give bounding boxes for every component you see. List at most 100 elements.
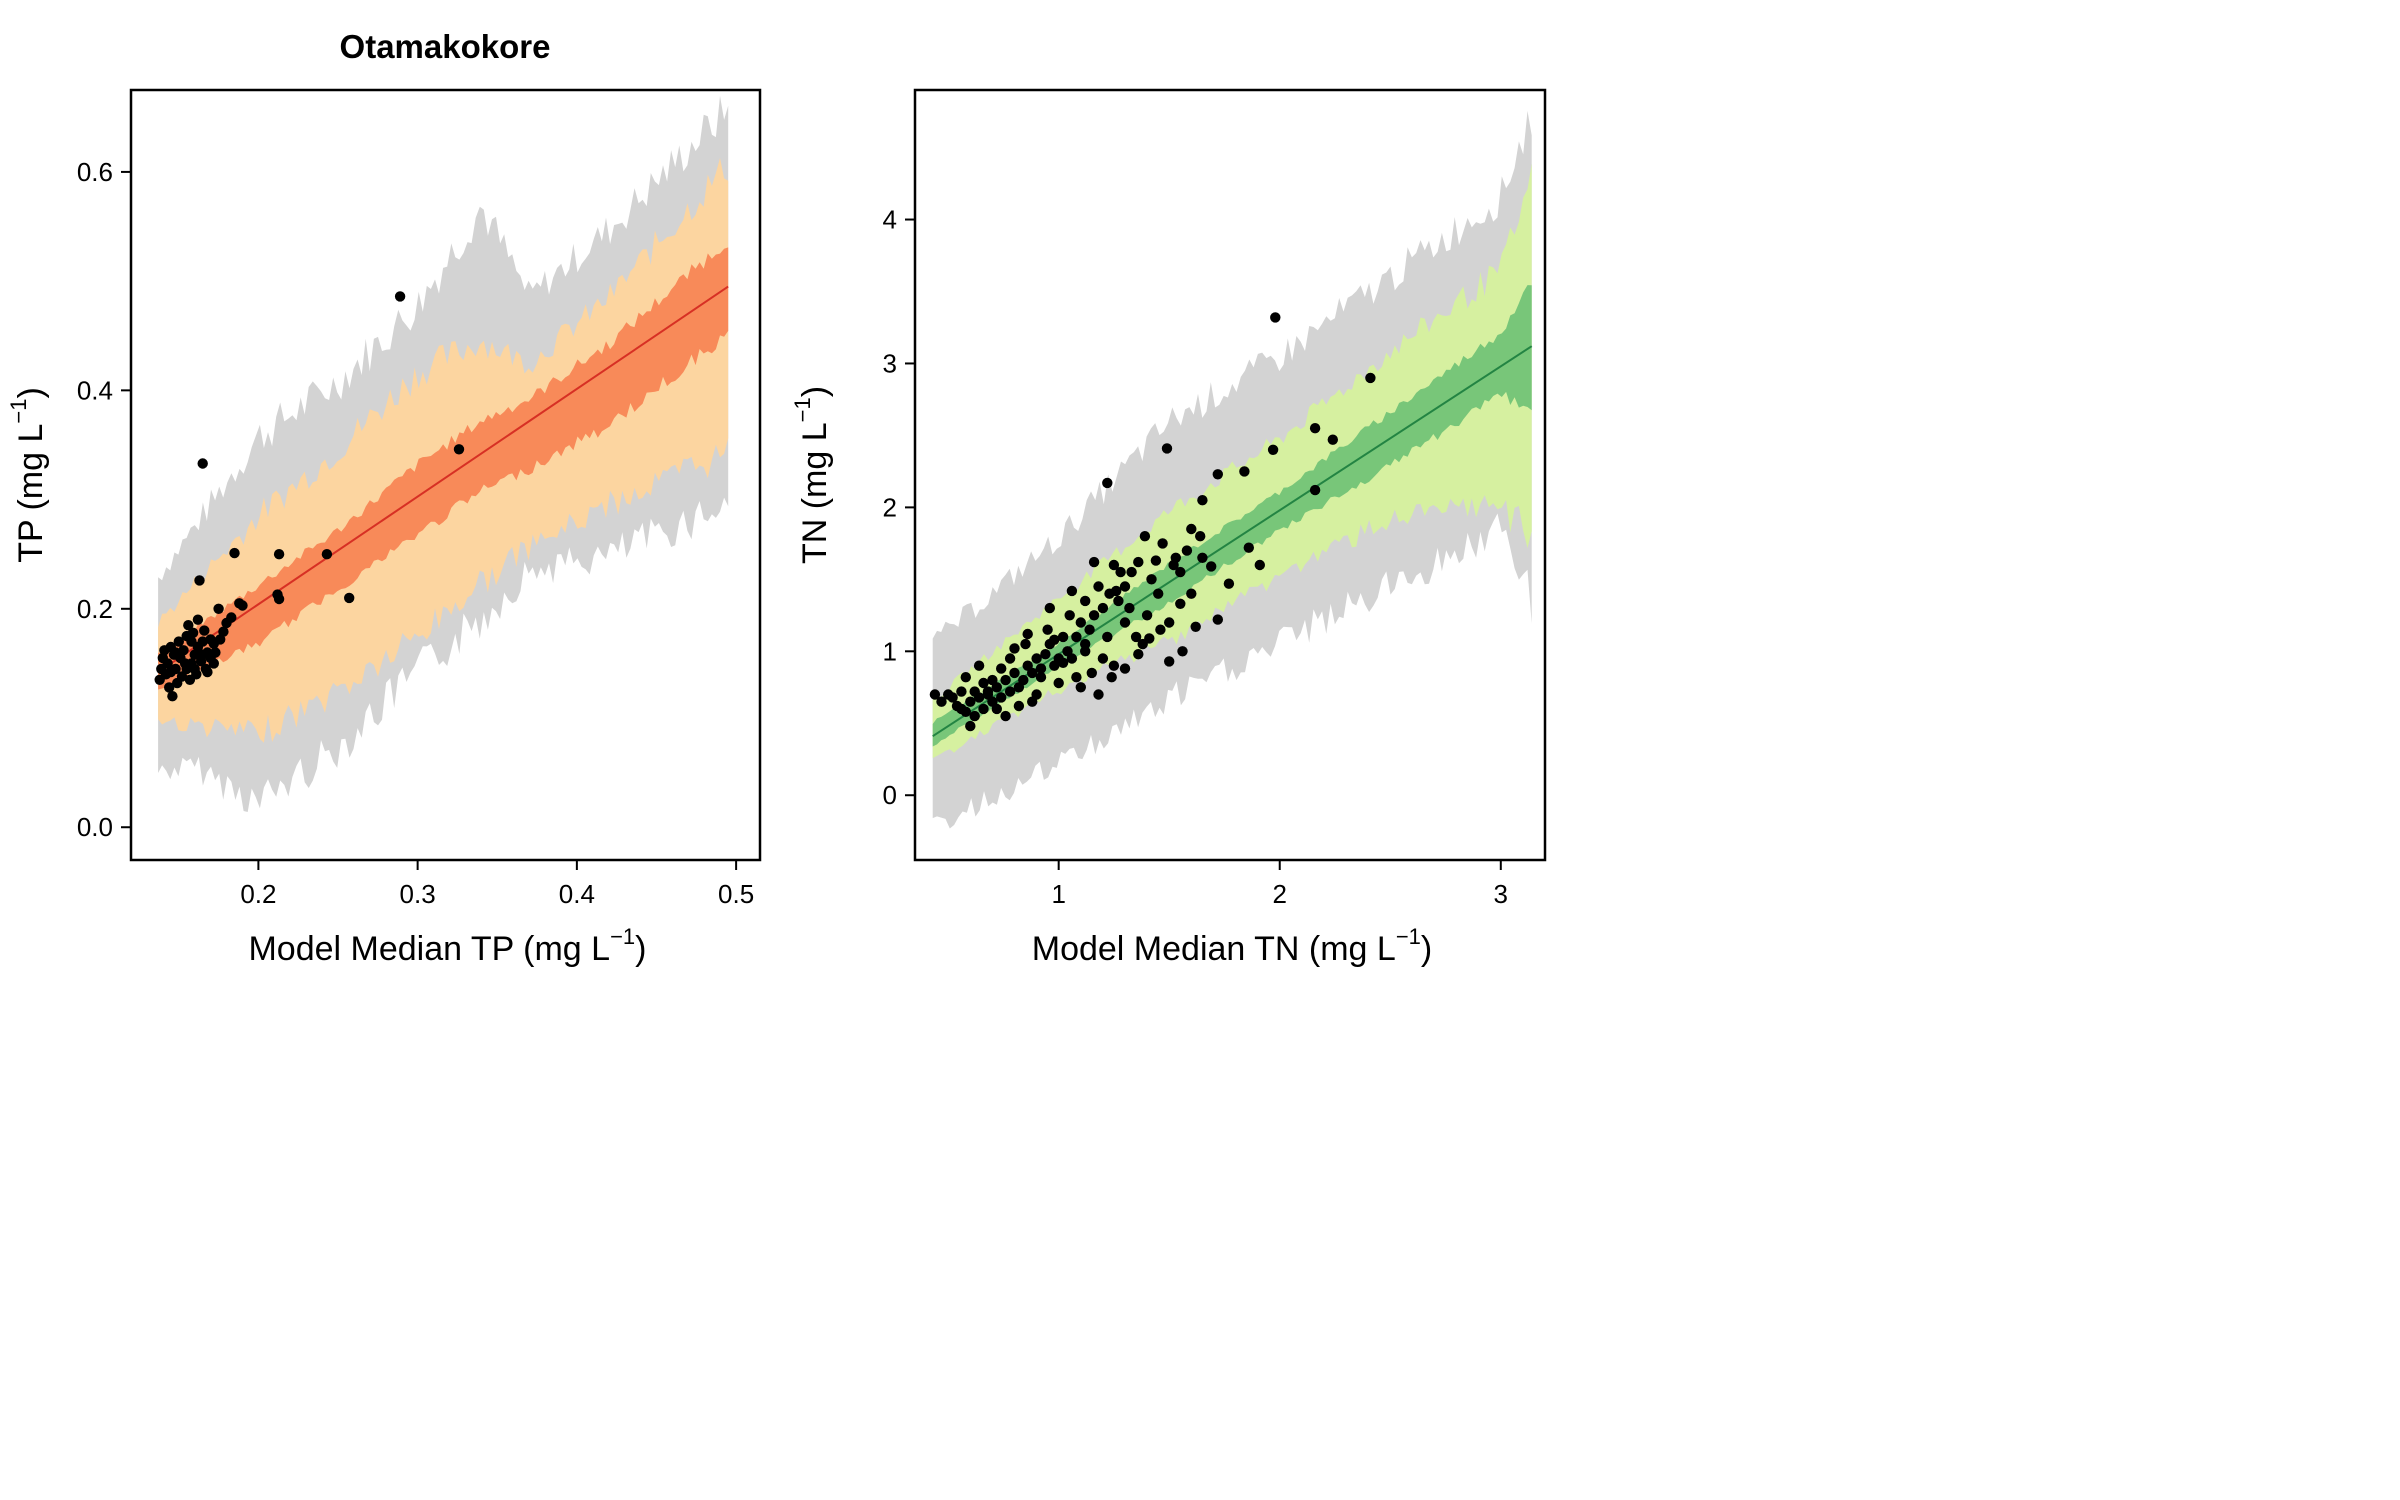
tp-data-point: [213, 603, 224, 614]
chart-title: Otamakokore: [340, 28, 551, 65]
tn-data-point: [1137, 638, 1148, 650]
tp-data-point: [189, 663, 200, 675]
tn-data-point: [1057, 631, 1069, 643]
tn-data-point: [1195, 531, 1206, 542]
tn-data-point: [1157, 538, 1168, 549]
tn-data-point: [956, 686, 967, 697]
tn-data-point: [951, 700, 963, 712]
tn-data-point: [1086, 667, 1098, 679]
tp-data-point: [234, 598, 245, 609]
tn-data-point: [1126, 566, 1137, 578]
tp-x-tick-label: 0.3: [400, 879, 436, 909]
tn-data-point: [1155, 624, 1166, 635]
tp-data-point: [208, 658, 219, 669]
tn-data-point: [1035, 672, 1047, 683]
tn-y-tick-label: 1: [883, 636, 897, 666]
tn-data-point: [1057, 657, 1069, 668]
tn-data-point: [1035, 663, 1047, 674]
tn-data-point: [1186, 523, 1197, 535]
tp-data-point: [394, 291, 406, 302]
tp-data-point: [229, 547, 240, 559]
tn-data-point: [965, 696, 976, 707]
tn-data-point: [1062, 646, 1073, 657]
tn-data-point: [1267, 444, 1279, 455]
tn-y-tick-label: 3: [883, 348, 897, 378]
tp-y-tick-label: 0.6: [77, 157, 113, 187]
tp-data-point: [344, 592, 355, 604]
tn-data-point: [1327, 434, 1339, 445]
tn-data-point: [1040, 649, 1051, 660]
tn-data-point: [1064, 610, 1075, 621]
tn-data-point: [1309, 484, 1321, 496]
tp-data-point: [192, 614, 204, 625]
tn-data-point: [996, 692, 1007, 703]
tn-data-point: [1124, 602, 1135, 614]
tp-data-point: [167, 691, 178, 702]
tn-data-point: [987, 674, 998, 686]
tn-data-point: [1013, 682, 1025, 693]
tn-data-point: [1168, 559, 1179, 571]
tn-data-point: [1175, 566, 1186, 578]
tn-data-point: [1042, 624, 1053, 635]
tn-data-point: [1049, 634, 1060, 645]
tn-data-point: [1133, 649, 1144, 660]
tn-data-point: [1049, 660, 1060, 671]
tn-data-point: [1115, 566, 1126, 578]
tn-data-point: [1254, 559, 1266, 571]
tn-data-point: [1133, 556, 1144, 568]
tn-x-tick-label: 3: [1494, 879, 1508, 909]
tn-inner-band: [932, 285, 1532, 747]
tp-x-tick-label: 0.4: [559, 879, 595, 909]
tn-data-point: [1212, 614, 1224, 625]
tn-data-point: [1119, 663, 1131, 674]
tn-data-point: [1097, 602, 1109, 614]
tn-data-point: [1102, 631, 1113, 643]
tn-data-point: [1080, 646, 1091, 657]
tn-data-point: [1119, 581, 1131, 592]
tp-y-tick-label: 0.2: [77, 594, 113, 624]
tn-data-point: [1130, 631, 1142, 643]
tn-data-point: [1206, 561, 1217, 572]
tn-data-point: [1212, 469, 1224, 480]
tp-data-point: [189, 649, 200, 660]
tn-data-point: [1150, 555, 1162, 566]
tn-data-point: [1108, 660, 1120, 671]
tn-mid-band: [932, 163, 1532, 759]
tn-data-point: [1186, 588, 1197, 599]
tn-data-point: [1111, 585, 1122, 597]
tp-data-point: [154, 674, 165, 685]
tp-panel: 0.2 0.3 0.4 0.5 0.0 0.2 0.4 0.6 Model Median TP …: [6, 88, 762, 968]
tn-data-point: [1071, 672, 1082, 683]
tn-x-axis-label: Model Median TN (mg L−1): [1032, 924, 1433, 968]
tn-data-point: [1022, 628, 1033, 640]
tp-data-point: [194, 575, 205, 586]
tp-data-point: [197, 458, 208, 469]
tp-x-tick-label: 0.2: [240, 879, 276, 909]
tp-data-point: [453, 444, 465, 455]
tn-data-point: [973, 660, 985, 671]
tn-data-point: [1164, 656, 1175, 667]
tn-data-point: [1013, 700, 1025, 712]
tn-data-point: [982, 689, 994, 700]
tn-data-point: [943, 689, 954, 700]
tn-data-point: [1022, 660, 1033, 671]
tn-data-point: [1004, 653, 1016, 664]
tp-data-point: [321, 549, 333, 560]
tn-y-tick-label: 4: [883, 205, 897, 235]
tn-data-point: [1093, 689, 1104, 700]
tn-data-point: [969, 686, 980, 697]
tn-data-point: [1004, 686, 1016, 697]
tp-axes-frame: [129, 88, 762, 862]
tn-data-point: [1020, 638, 1031, 650]
tn-data-point: [1080, 595, 1091, 607]
tn-data-point: [1000, 710, 1011, 722]
tp-data-point: [199, 625, 210, 636]
tp-data-point: [202, 666, 213, 678]
tn-data-point: [1164, 617, 1175, 628]
tp-data-point: [173, 636, 184, 647]
tn-data-point: [969, 710, 980, 722]
tn-data-point: [1097, 653, 1109, 664]
tp-inner-band: [158, 247, 729, 690]
tn-data-point: [1223, 578, 1235, 589]
tp-data-point: [164, 682, 175, 693]
